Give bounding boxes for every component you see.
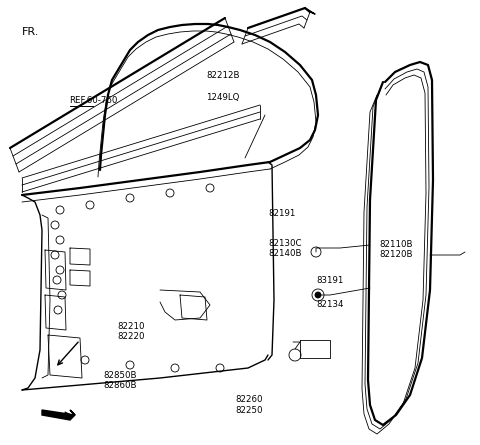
Text: 82212B: 82212B: [206, 71, 240, 80]
Text: FR.: FR.: [22, 27, 39, 37]
Text: 82110B
82120B: 82110B 82120B: [379, 239, 413, 259]
Text: 82210
82220: 82210 82220: [118, 322, 145, 341]
Text: 82130C
82140B: 82130C 82140B: [269, 239, 302, 258]
Text: 82191: 82191: [269, 209, 296, 218]
Text: 82134: 82134: [317, 300, 344, 309]
Polygon shape: [42, 410, 75, 420]
Text: 82260
82250: 82260 82250: [235, 395, 263, 415]
Text: 82850B
82860B: 82850B 82860B: [103, 371, 137, 390]
Text: 1249LQ: 1249LQ: [206, 93, 240, 102]
Text: 83191: 83191: [317, 276, 344, 285]
Circle shape: [315, 292, 321, 298]
Text: REF.60-760: REF.60-760: [70, 96, 118, 105]
